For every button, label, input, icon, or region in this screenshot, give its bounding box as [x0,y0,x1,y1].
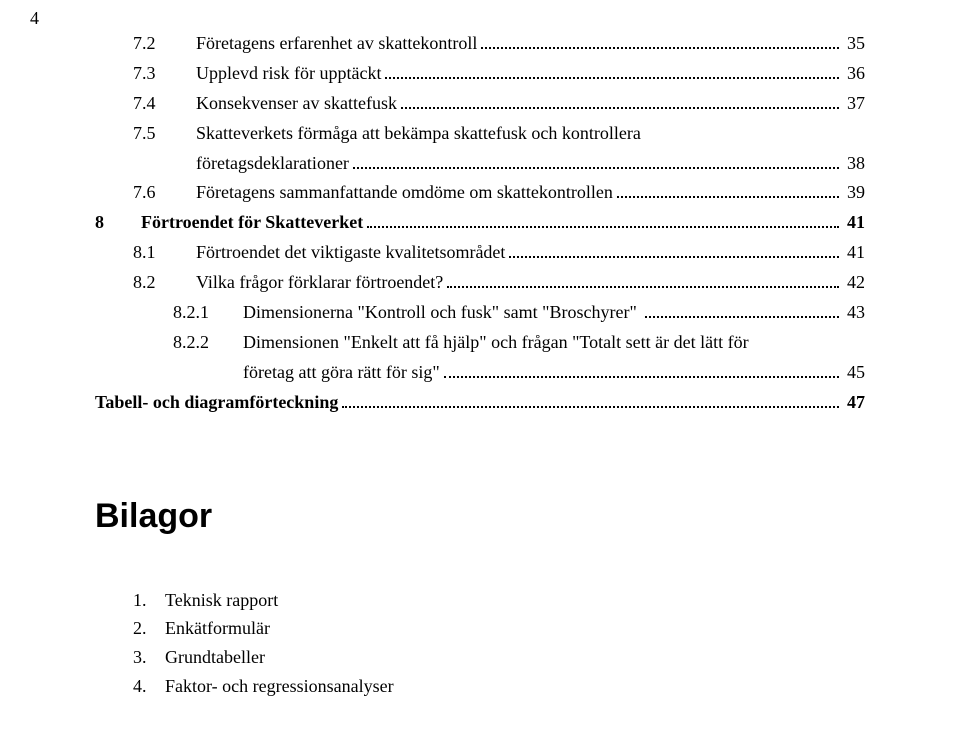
toc-entry: 8Förtroendet för Skatteverket 41 [95,209,865,237]
toc-entry-number: 7.4 [133,90,196,118]
toc-entry-page: 45 [843,359,865,387]
toc-entry-label: Dimensionerna "Kontroll och fusk" samt "… [243,299,641,327]
toc-entry-number: 8.2.1 [173,299,243,327]
toc-entry: 8.2.2Dimensionen "Enkelt att få hjälp" o… [173,329,865,357]
toc-entry-number: 8 [95,209,141,237]
appendix-item-label: Grundtabeller [165,643,265,672]
toc-entry: 7.5Skatteverkets förmåga att bekämpa ska… [133,120,865,148]
toc-entry: 7.4Konsekvenser av skattefusk 37 [133,90,865,118]
toc-entry-number: 8.1 [133,239,196,267]
toc-entry-number: 7.3 [133,60,196,88]
toc-entry-page: 35 [843,30,865,58]
toc-entry-label: Dimensionen "Enkelt att få hjälp" och fr… [243,329,749,357]
toc-entry-label: Vilka frågor förklarar förtroendet? [196,269,443,297]
toc-entry-number: 7.6 [133,179,196,207]
table-of-contents: 7.2Företagens erfarenhet av skattekontro… [95,30,865,417]
toc-entry-page: 43 [843,299,865,327]
appendix-item-number: 2. [133,614,165,643]
toc-entry-continuation: företagsdeklarationer 38 [133,150,865,178]
toc-leader-dots [509,240,839,258]
toc-entry-number: 7.5 [133,120,196,148]
toc-entry-page: 39 [843,179,865,207]
toc-leader-dots [342,390,839,408]
toc-entry-page: 41 [843,209,865,237]
toc-entry-label: Upplevd risk för upptäckt [196,60,381,88]
appendix-item: 1.Teknisk rapport [133,586,865,615]
toc-entry-page: 36 [843,60,865,88]
document-page: 4 7.2Företagens erfarenhet av skattekont… [0,0,960,733]
appendix-item: 2.Enkätformulär [133,614,865,643]
toc-entry-label: Förtroendet det viktigaste kvalitetsområ… [196,239,505,267]
appendix-list: 1.Teknisk rapport2.Enkätformulär3.Grundt… [133,586,865,701]
appendix-item-number: 1. [133,586,165,615]
toc-entry: 8.1Förtroendet det viktigaste kvalitetso… [133,239,865,267]
toc-entry-page: 47 [843,389,865,417]
toc-entry-label: Konsekvenser av skattefusk [196,90,397,118]
appendix-item-number: 3. [133,643,165,672]
toc-entry-page: 42 [843,269,865,297]
toc-entry: 8.2Vilka frågor förklarar förtroendet? 42 [133,269,865,297]
appendix-heading: Bilagor [95,497,865,536]
toc-leader-dots [617,180,839,198]
toc-entry-label: Skatteverkets förmåga att bekämpa skatte… [196,120,641,148]
toc-entry-continuation: företag att göra rätt för sig" 45 [173,359,865,387]
appendix-item-label: Teknisk rapport [165,586,278,615]
toc-leader-dots [401,91,839,109]
toc-entry: 7.3Upplevd risk för upptäckt 36 [133,60,865,88]
toc-entry-label: företag att göra rätt för sig" [243,359,440,387]
toc-entry-label: företagsdeklarationer [196,150,349,178]
toc-entry-label: Företagens erfarenhet av skattekontroll [196,30,477,58]
toc-leader-dots [353,150,839,168]
toc-leader-dots [481,31,839,49]
toc-entry-number: 8.2.2 [173,329,243,357]
appendix-item-label: Faktor- och regressionsanalyser [165,672,394,701]
toc-entry-label: Förtroendet för Skatteverket [141,209,363,237]
toc-leader-dots [367,210,839,228]
appendix-item-number: 4. [133,672,165,701]
toc-entry-number: 7.2 [133,30,196,58]
toc-entry-label: Företagens sammanfattande omdöme om skat… [196,179,613,207]
page-number: 4 [30,8,39,29]
toc-leader-dots [444,360,839,378]
appendix-item: 3.Grundtabeller [133,643,865,672]
toc-leader-dots [385,61,839,79]
toc-entry: 8.2.1Dimensionerna "Kontroll och fusk" s… [173,299,865,327]
toc-entry-page: 41 [843,239,865,267]
toc-entry-page: 38 [843,150,865,178]
toc-entry-label: Tabell- och diagramförteckning [95,389,338,417]
toc-entry-number: 8.2 [133,269,196,297]
toc-leader-dots [447,270,839,288]
toc-entry: 7.6Företagens sammanfattande omdöme om s… [133,179,865,207]
toc-leader-dots [645,300,839,318]
appendix-item: 4.Faktor- och regressionsanalyser [133,672,865,701]
appendix-item-label: Enkätformulär [165,614,270,643]
toc-entry-page: 37 [843,90,865,118]
toc-entry: 7.2Företagens erfarenhet av skattekontro… [133,30,865,58]
toc-entry: Tabell- och diagramförteckning 47 [95,389,865,417]
